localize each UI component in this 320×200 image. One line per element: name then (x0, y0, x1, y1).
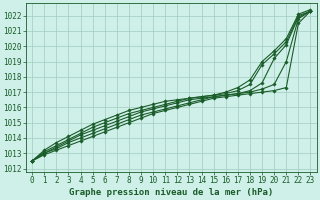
X-axis label: Graphe pression niveau de la mer (hPa): Graphe pression niveau de la mer (hPa) (69, 188, 274, 197)
